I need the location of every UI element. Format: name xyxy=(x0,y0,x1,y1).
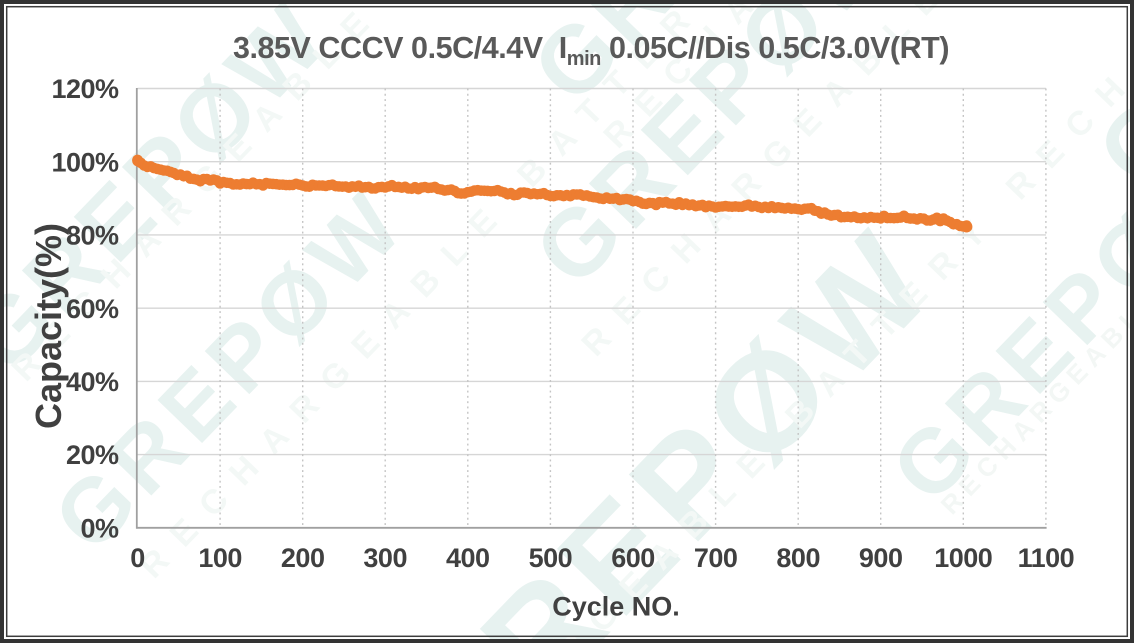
svg-text:120%: 120% xyxy=(51,74,119,104)
svg-text:100%: 100% xyxy=(51,147,119,177)
svg-text:700: 700 xyxy=(694,543,738,573)
svg-text:Cycle NO.: Cycle NO. xyxy=(552,592,680,622)
svg-text:1100: 1100 xyxy=(1018,543,1075,573)
svg-text:600: 600 xyxy=(611,543,655,573)
svg-text:20%: 20% xyxy=(66,440,119,470)
svg-text:300: 300 xyxy=(363,543,407,573)
svg-text:500: 500 xyxy=(529,543,573,573)
svg-text:1000: 1000 xyxy=(934,543,992,573)
svg-text:Capacity(%): Capacity(%) xyxy=(28,223,69,429)
svg-text:200: 200 xyxy=(281,543,325,573)
svg-text:100: 100 xyxy=(198,543,242,573)
svg-text:800: 800 xyxy=(776,543,820,573)
svg-text:400: 400 xyxy=(446,543,490,573)
svg-text:80%: 80% xyxy=(66,221,119,251)
svg-text:0%: 0% xyxy=(80,513,119,543)
svg-text:40%: 40% xyxy=(66,367,119,397)
svg-text:0: 0 xyxy=(130,543,145,573)
svg-text:900: 900 xyxy=(859,543,903,573)
svg-text:3.85V CCCV 0.5C/4.4V Imin 0.0: 3.85V CCCV 0.5C/4.4V Imin 0.05C//Dis 0.5… xyxy=(233,31,949,70)
svg-text:60%: 60% xyxy=(66,294,119,324)
